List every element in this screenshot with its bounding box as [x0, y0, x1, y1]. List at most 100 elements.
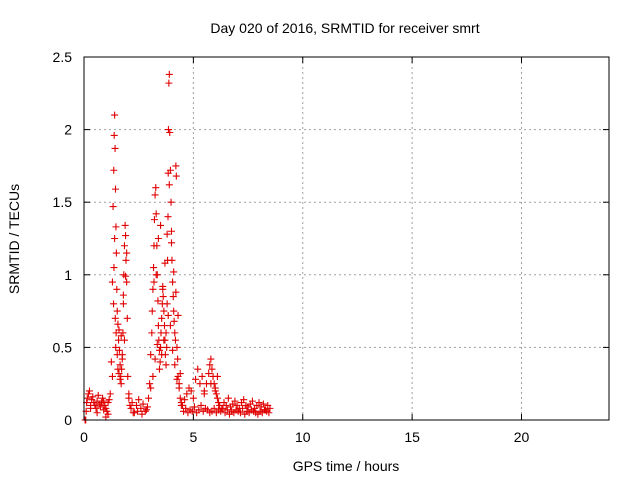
data-point — [200, 390, 208, 398]
data-point — [162, 329, 170, 337]
data-point — [93, 409, 101, 417]
data-point — [177, 401, 185, 409]
data-point — [164, 213, 172, 221]
data-point — [198, 372, 206, 380]
data-point — [155, 346, 163, 354]
data-point — [176, 394, 184, 402]
data-point — [165, 79, 173, 87]
data-point — [110, 166, 118, 174]
data-point — [224, 394, 232, 402]
data-point — [181, 396, 189, 404]
data-point — [104, 410, 112, 418]
data-point — [119, 291, 127, 299]
data-point — [168, 239, 175, 247]
data-point — [155, 365, 163, 373]
data-point — [163, 230, 171, 238]
data-point — [117, 380, 125, 388]
data-point — [147, 351, 155, 359]
data-point — [89, 393, 97, 401]
data-point — [166, 166, 174, 174]
data-point — [138, 410, 146, 418]
data-point — [152, 210, 160, 218]
data-point — [197, 401, 205, 409]
data-point — [83, 394, 91, 402]
x-axis-label: GPS time / hours — [293, 458, 400, 474]
data-point — [112, 249, 120, 257]
data-point — [146, 380, 154, 388]
data-point — [239, 404, 247, 412]
axis-ticks: 0 5 10 15 20 0 0.5 1 1.5 2 2.5 — [53, 49, 609, 445]
data-point — [173, 375, 181, 383]
data-point — [110, 264, 118, 272]
x-tick-label: 5 — [189, 429, 197, 445]
data-point — [165, 70, 173, 78]
data-point — [212, 390, 220, 398]
data-point — [120, 242, 128, 250]
data-point — [164, 311, 172, 319]
data-point — [169, 346, 177, 354]
data-point — [231, 397, 239, 405]
data-point — [141, 407, 149, 415]
data-point — [248, 397, 256, 405]
data-point — [111, 111, 119, 119]
data-point — [112, 343, 120, 351]
data-point — [170, 307, 178, 315]
data-point — [156, 358, 164, 366]
data-point — [165, 181, 173, 189]
data-point — [119, 300, 127, 308]
chart-title: Day 020 of 2016, SRMTID for receiver smr… — [210, 20, 479, 36]
data-point — [163, 343, 171, 351]
data-points — [81, 70, 274, 424]
data-point — [115, 336, 123, 344]
data-point — [171, 329, 179, 337]
data-point — [149, 372, 157, 380]
y-tick-label: 2.5 — [53, 49, 73, 65]
data-point — [94, 391, 102, 399]
y-tick-label: 0 — [64, 412, 72, 428]
data-point — [157, 221, 165, 229]
data-point — [100, 397, 108, 405]
data-point — [174, 355, 182, 363]
data-point — [122, 232, 130, 240]
data-point — [133, 401, 140, 409]
data-point — [101, 401, 109, 409]
y-axis-label: SRMTID / TECUs — [6, 184, 22, 294]
data-point — [207, 355, 215, 363]
data-point — [111, 314, 119, 322]
data-point — [148, 307, 156, 315]
data-point — [160, 307, 168, 315]
data-point — [167, 198, 175, 206]
data-point — [192, 375, 200, 383]
data-point — [196, 380, 204, 388]
data-point — [168, 256, 176, 264]
data-point — [114, 320, 122, 328]
data-point — [240, 396, 248, 404]
data-point — [194, 365, 202, 373]
x-tick-label: 0 — [80, 429, 88, 445]
data-point — [124, 372, 132, 380]
data-point — [154, 235, 162, 242]
data-point — [207, 380, 215, 388]
data-point — [189, 394, 197, 402]
data-point — [128, 399, 136, 407]
data-point — [90, 399, 98, 407]
data-point — [213, 372, 221, 380]
data-point — [125, 394, 133, 402]
data-point — [219, 404, 227, 412]
data-point — [145, 394, 153, 402]
data-point — [151, 191, 159, 199]
data-point — [110, 131, 118, 139]
data-point — [150, 278, 158, 286]
data-point — [108, 278, 116, 286]
data-point — [123, 249, 131, 257]
data-point — [160, 336, 168, 344]
data-point — [106, 390, 114, 398]
data-point — [117, 372, 125, 380]
data-point — [134, 407, 142, 415]
data-point — [211, 384, 219, 392]
data-point — [163, 300, 171, 308]
data-point — [164, 126, 172, 134]
data-point — [158, 351, 166, 359]
data-point — [119, 329, 127, 337]
